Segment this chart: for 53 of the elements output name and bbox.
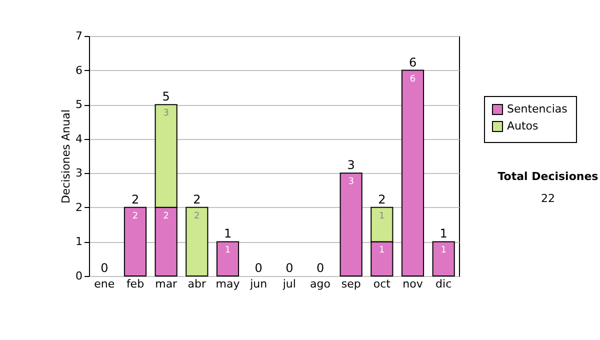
data-label: 1 [224, 246, 231, 256]
total-label: 0 [100, 261, 108, 275]
data-label: 3 [163, 108, 169, 119]
x-tick-label: mar [155, 278, 178, 290]
bar [124, 206, 147, 276]
total-label: 5 [162, 90, 170, 104]
y-tick-label: 6 [76, 64, 82, 77]
bar [216, 241, 240, 276]
y-tick-label: 5 [76, 98, 82, 112]
x-tick-label: jun [249, 278, 268, 290]
total-label: 3 [347, 158, 355, 172]
x-tick-label: jul [282, 278, 296, 290]
data-label: 6 [410, 74, 416, 84]
total-label: 0 [254, 261, 262, 275]
data-label: 1 [379, 211, 385, 222]
y-tick-label: 0 [76, 270, 82, 282]
x-tick-label: oct [373, 278, 392, 290]
total-label: 2 [378, 192, 386, 206]
total-label: 1 [440, 226, 448, 241]
total-label: 6 [408, 55, 417, 70]
data-label: 1 [440, 246, 446, 256]
y-tick-label: 2 [76, 200, 82, 214]
data-label: 2 [132, 211, 138, 222]
text: Total Decisiones [496, 170, 600, 183]
y-tick-label: 3 [76, 166, 82, 180]
bar [186, 206, 208, 276]
text: 22 [540, 192, 556, 205]
y-tick-label: 1 [76, 235, 82, 248]
y-tick-label: 4 [76, 132, 82, 146]
x-tick-label: nov [402, 278, 424, 290]
total-label: 2 [193, 192, 201, 206]
x-tick-label: sep [341, 278, 361, 290]
bar [432, 241, 455, 276]
total-label: 2 [131, 192, 140, 206]
legend-label: Autos [507, 120, 539, 132]
x-tick-label: dic [436, 278, 452, 290]
y-axis-title: Decisiones Anual [60, 109, 72, 204]
bar [401, 70, 424, 276]
bar [340, 172, 362, 276]
x-tick-label: ene [94, 278, 115, 290]
data-label: 2 [194, 211, 200, 222]
data-label: 3 [348, 177, 354, 188]
x-tick-label: abr [188, 278, 207, 290]
total-label: 0 [316, 261, 324, 275]
data-label: 1 [379, 246, 385, 256]
x-tick-label: feb [126, 278, 144, 290]
data-label: 2 [163, 211, 169, 222]
y-tick-label: 7 [76, 30, 82, 42]
total-label: 0 [286, 261, 294, 275]
total-label: 1 [224, 226, 232, 241]
x-tick-label: may [216, 278, 240, 290]
x-tick-label: ago [310, 278, 331, 290]
legend-label: Sentencias [507, 102, 568, 116]
